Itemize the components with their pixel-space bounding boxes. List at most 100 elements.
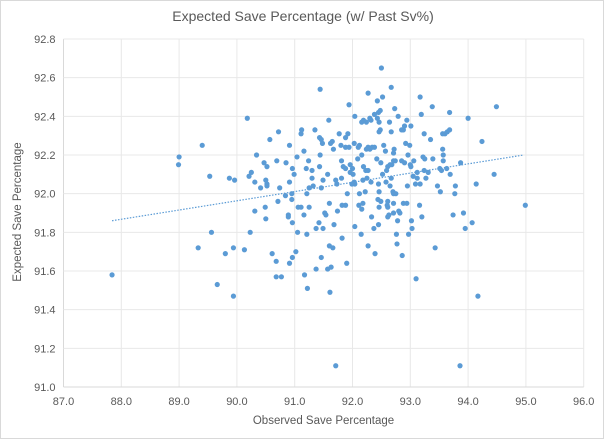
data-point: [289, 165, 295, 172]
data-point: [319, 140, 326, 146]
data-point: [440, 158, 446, 164]
data-point: [469, 220, 475, 226]
data-point: [323, 212, 329, 218]
data-point: [317, 86, 323, 92]
x-tick-label: 92.0: [342, 396, 363, 408]
data-point: [241, 247, 248, 253]
x-axis-label: Observed Save Percentage: [252, 415, 395, 427]
data-point: [394, 218, 401, 224]
data-point: [522, 202, 528, 208]
data-point: [397, 210, 403, 216]
data-point: [421, 167, 427, 174]
data-point: [382, 148, 389, 154]
data-point: [379, 171, 386, 177]
data-point: [378, 160, 384, 166]
data-point: [342, 135, 349, 141]
data-point: [339, 235, 345, 241]
data-point: [318, 254, 324, 261]
y-tick-label: 92.0: [34, 189, 55, 201]
data-point: [244, 115, 250, 121]
data-point: [413, 276, 419, 282]
data-point: [345, 131, 351, 137]
data-point: [440, 146, 446, 152]
data-point: [359, 152, 365, 158]
data-point: [493, 104, 500, 110]
data-point: [462, 225, 468, 232]
data-point: [305, 158, 312, 164]
data-point: [312, 127, 318, 133]
data-point: [473, 181, 479, 187]
data-point: [336, 131, 342, 137]
data-point: [264, 183, 270, 189]
data-point: [301, 148, 307, 154]
data-point: [444, 165, 450, 172]
data-point: [427, 136, 434, 143]
data-point: [318, 185, 324, 191]
data-point: [257, 185, 264, 191]
data-point: [365, 90, 371, 96]
data-point: [393, 231, 400, 237]
data-point: [457, 363, 463, 369]
data-point: [342, 165, 349, 172]
data-point: [248, 169, 254, 175]
data-point: [360, 117, 367, 123]
data-point: [360, 200, 366, 206]
data-point: [390, 191, 397, 197]
data-point: [408, 164, 414, 170]
data-point: [405, 231, 412, 237]
y-tick-label: 91.0: [34, 382, 55, 394]
data-point: [316, 164, 323, 170]
data-point: [289, 220, 295, 226]
data-point: [303, 165, 309, 172]
data-point: [274, 158, 280, 164]
data-point: [347, 162, 353, 168]
data-point: [352, 113, 358, 119]
data-point: [289, 196, 295, 203]
data-point: [306, 185, 312, 191]
data-point: [253, 152, 260, 158]
data-point: [263, 216, 269, 222]
data-point: [387, 183, 393, 189]
gridlines: [63, 38, 585, 388]
data-point: [376, 119, 382, 125]
data-point: [378, 65, 384, 71]
x-tick-label: 91.0: [284, 396, 305, 408]
data-point: [282, 193, 289, 199]
data-point: [376, 129, 382, 135]
data-point: [450, 212, 456, 218]
data-point: [475, 293, 481, 299]
data-point: [359, 206, 365, 212]
data-point: [381, 142, 387, 148]
data-point: [411, 158, 417, 164]
x-tick-label: 87.0: [53, 396, 74, 408]
data-point: [231, 177, 238, 183]
data-point: [262, 204, 268, 210]
data-point: [273, 258, 279, 264]
data-point: [414, 169, 420, 175]
trendline-group: [111, 154, 524, 222]
x-tick-label: 96.0: [573, 396, 594, 408]
data-point: [407, 142, 413, 148]
data-point: [479, 138, 485, 145]
data-point: [417, 94, 423, 100]
data-point: [374, 98, 380, 104]
data-point: [400, 127, 406, 133]
y-tick-label: 92.8: [34, 34, 55, 46]
data-point: [364, 175, 370, 181]
data-point: [331, 222, 337, 228]
data-point: [405, 152, 411, 158]
data-point: [391, 146, 397, 152]
data-point: [460, 210, 467, 216]
data-point: [390, 150, 397, 156]
data-point: [226, 175, 232, 181]
data-point: [286, 260, 293, 266]
data-point: [378, 198, 384, 204]
data-point: [328, 264, 334, 270]
data-point: [419, 214, 425, 220]
data-point: [392, 106, 398, 112]
data-point: [351, 140, 357, 146]
data-point: [372, 251, 378, 257]
data-point: [320, 177, 326, 183]
data-point: [390, 200, 397, 206]
